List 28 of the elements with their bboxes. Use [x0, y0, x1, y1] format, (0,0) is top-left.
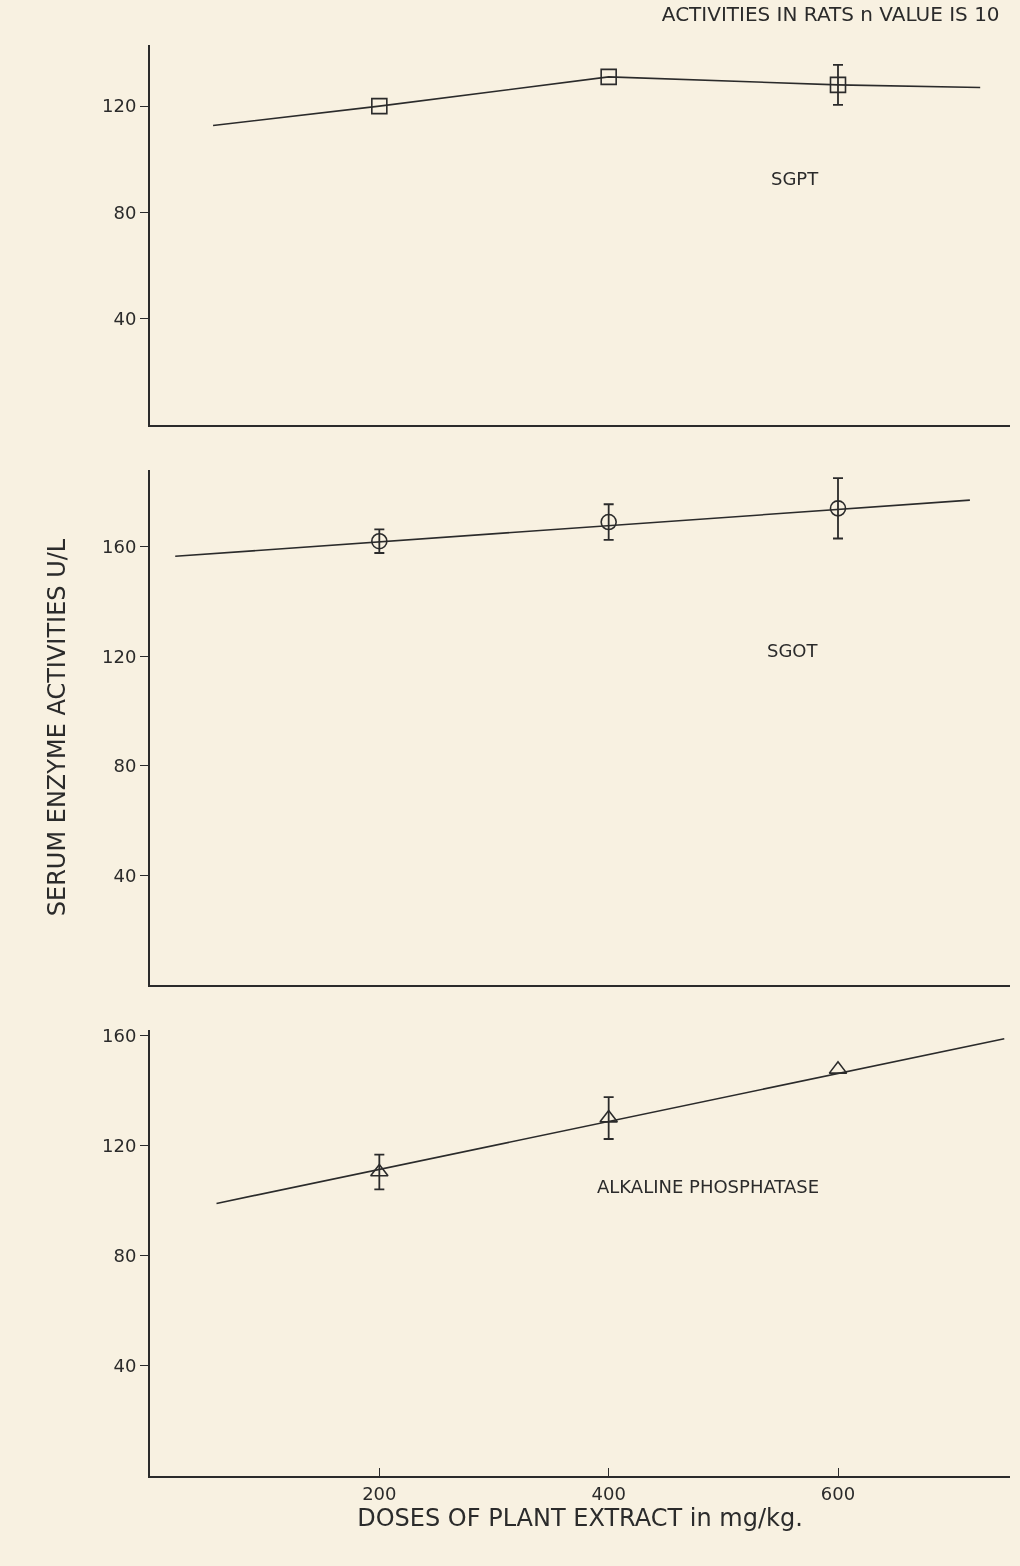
point — [599, 1109, 619, 1123]
y-tick-label: 40 — [113, 308, 137, 330]
y-tick-label: 160 — [102, 536, 137, 557]
y-tick-label: 80 — [113, 755, 137, 777]
y-axis-title: SERUM ENZYME ACTIVITIES U/L — [42, 538, 71, 917]
y-tick-label: 120 — [102, 95, 137, 117]
point — [371, 97, 388, 115]
point — [829, 76, 847, 94]
point — [600, 513, 617, 531]
annotation: ALKALINE PHOSPHATASE — [597, 1176, 820, 1197]
y-tick-label: 40 — [113, 864, 137, 886]
point — [369, 1163, 389, 1177]
x-axis-title: DOSES OF PLANT EXTRACT in mg/kg. — [357, 1503, 803, 1532]
chart-title: ACTIVITIES IN RATS n VALUE IS 10 — [661, 1, 1000, 26]
y-tick-label: 160 — [102, 1024, 137, 1046]
x-tick-label: 200 — [362, 1482, 397, 1504]
point — [371, 532, 388, 550]
y-tick-label: 80 — [113, 201, 137, 223]
x-tick-label: 400 — [591, 1482, 626, 1504]
x-tick-label: 600 — [820, 1482, 856, 1504]
annotation: SGOT — [767, 640, 819, 661]
y-tick-label: 120 — [102, 1134, 137, 1156]
y-tick-label: 120 — [102, 645, 137, 667]
point — [600, 68, 617, 86]
y-tick-label: 40 — [113, 1355, 137, 1377]
point — [829, 500, 847, 517]
annotation: SGPT — [771, 168, 820, 189]
y-tick-label: 80 — [113, 1245, 137, 1267]
